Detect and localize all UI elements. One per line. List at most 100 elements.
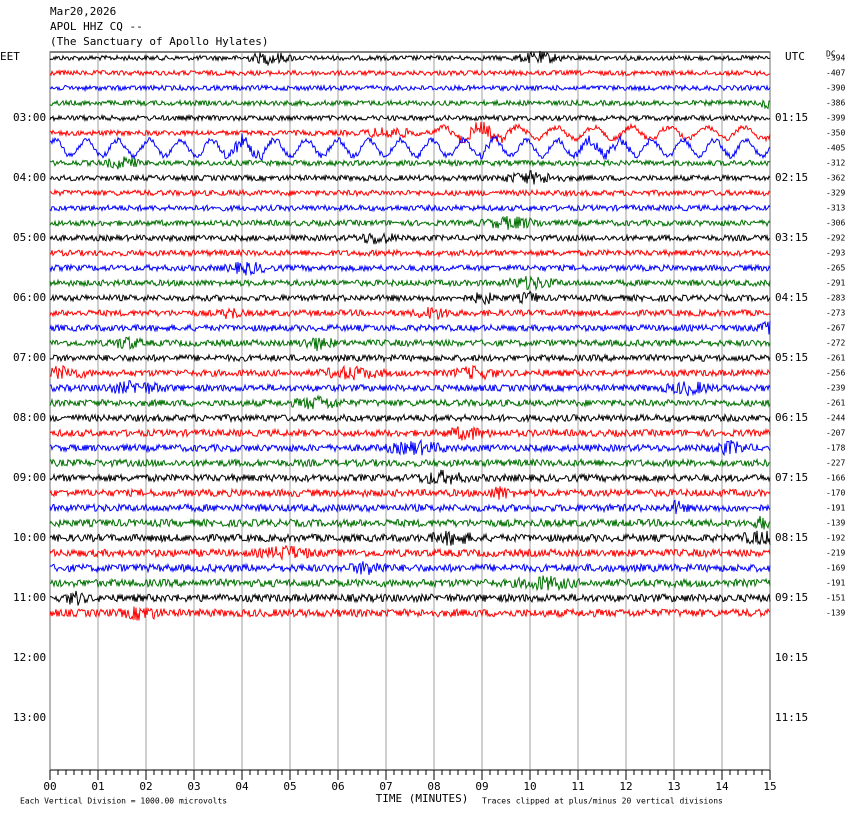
dc-offset: -407	[826, 69, 845, 78]
x-tick-label: 06	[331, 780, 344, 793]
left-timezone: EET	[0, 50, 20, 63]
right-time: 01:15	[775, 111, 808, 124]
x-tick-label: 08	[427, 780, 440, 793]
dc-offset: -261	[826, 354, 845, 363]
dc-offset: -191	[826, 579, 845, 588]
station: APOL HHZ CQ --	[50, 20, 143, 33]
dc-offset: -261	[826, 399, 845, 408]
dc-offset: -139	[826, 519, 845, 528]
trace	[49, 544, 771, 561]
x-tick-label: 13	[667, 780, 680, 793]
dc-offset: -362	[826, 174, 845, 183]
trace	[49, 380, 771, 397]
trace	[49, 68, 770, 78]
dc-offset: -227	[826, 459, 845, 468]
dc-offset: -265	[826, 264, 845, 273]
x-tick-label: 05	[283, 780, 296, 793]
trace	[49, 394, 771, 410]
trace	[49, 98, 771, 110]
x-tick-label: 02	[139, 780, 152, 793]
right-time: 03:15	[775, 231, 808, 244]
dc-offset: -219	[826, 549, 845, 558]
left-time: 04:00	[13, 171, 46, 184]
trace	[49, 457, 770, 469]
left-time: 07:00	[13, 351, 46, 364]
x-tick-label: 01	[91, 780, 104, 793]
right-time: 09:15	[775, 591, 808, 604]
trace	[49, 575, 771, 592]
trace	[49, 215, 771, 230]
x-tick-label: 04	[235, 780, 249, 793]
trace	[50, 188, 771, 198]
left-time: 09:00	[13, 471, 46, 484]
trace	[50, 364, 771, 381]
right-time: 10:15	[775, 651, 808, 664]
dc-offset: -291	[826, 279, 845, 288]
trace	[49, 83, 771, 93]
trace	[49, 320, 771, 335]
x-tick-label: 07	[379, 780, 392, 793]
x-tick-label: 15	[763, 780, 776, 793]
trace	[49, 231, 771, 245]
date: Mar20,2026	[50, 5, 116, 18]
trace	[49, 486, 771, 500]
x-axis-label: TIME (MINUTES)	[376, 792, 469, 805]
dc-offset: -399	[826, 114, 845, 123]
left-time: 08:00	[13, 411, 46, 424]
clip-note: Traces clipped at plus/minus 20 vertical…	[482, 797, 723, 806]
right-time: 07:15	[775, 471, 808, 484]
trace	[49, 515, 771, 530]
x-tick-label: 03	[187, 780, 200, 793]
trace	[49, 248, 771, 258]
left-time: 05:00	[13, 231, 46, 244]
dc-offset: -170	[826, 489, 845, 498]
dc-offset: -306	[826, 219, 845, 228]
dc-offset: -312	[826, 159, 845, 168]
dc-offset: -244	[826, 414, 845, 423]
left-time: 03:00	[13, 111, 46, 124]
dc-offset: -313	[826, 204, 845, 213]
right-time: 08:15	[775, 531, 808, 544]
trace	[49, 306, 771, 320]
trace	[49, 50, 771, 67]
trace	[49, 438, 771, 457]
dc-offset: -192	[826, 534, 845, 543]
plot-frame	[49, 51, 771, 771]
dc-offset: -272	[826, 339, 845, 348]
trace	[49, 561, 771, 576]
trace	[49, 121, 771, 144]
left-time: 11:00	[13, 591, 46, 604]
trace	[49, 606, 771, 621]
trace	[49, 261, 771, 277]
x-tick-label: 09	[475, 780, 488, 793]
trace	[49, 203, 771, 213]
trace	[49, 275, 771, 292]
trace	[49, 170, 771, 185]
left-time: 12:00	[13, 651, 46, 664]
dc-offset: -207	[826, 429, 845, 438]
x-tick-label: 12	[619, 780, 632, 793]
dc-label: DC	[826, 50, 836, 59]
trace	[49, 290, 771, 306]
trace	[49, 499, 771, 515]
dc-offset: -350	[826, 129, 845, 138]
trace	[49, 590, 771, 606]
right-timezone: UTC	[785, 50, 805, 63]
x-tick-label: 14	[715, 780, 729, 793]
trace	[49, 353, 771, 364]
dc-offset: -390	[826, 84, 845, 93]
right-time: 11:15	[775, 711, 808, 724]
location: (The Sanctuary of Apollo Hylates)	[50, 35, 269, 48]
trace	[49, 335, 771, 351]
left-time: 10:00	[13, 531, 46, 544]
dc-offset: -178	[826, 444, 845, 453]
trace	[49, 530, 771, 546]
x-tick-label: 00	[43, 780, 56, 793]
trace	[49, 469, 771, 485]
dc-offset: -293	[826, 249, 845, 258]
dc-offset: -386	[826, 99, 845, 108]
dc-offset: -256	[826, 369, 845, 378]
x-tick-label: 11	[571, 780, 584, 793]
dc-offset: -394	[826, 54, 845, 63]
